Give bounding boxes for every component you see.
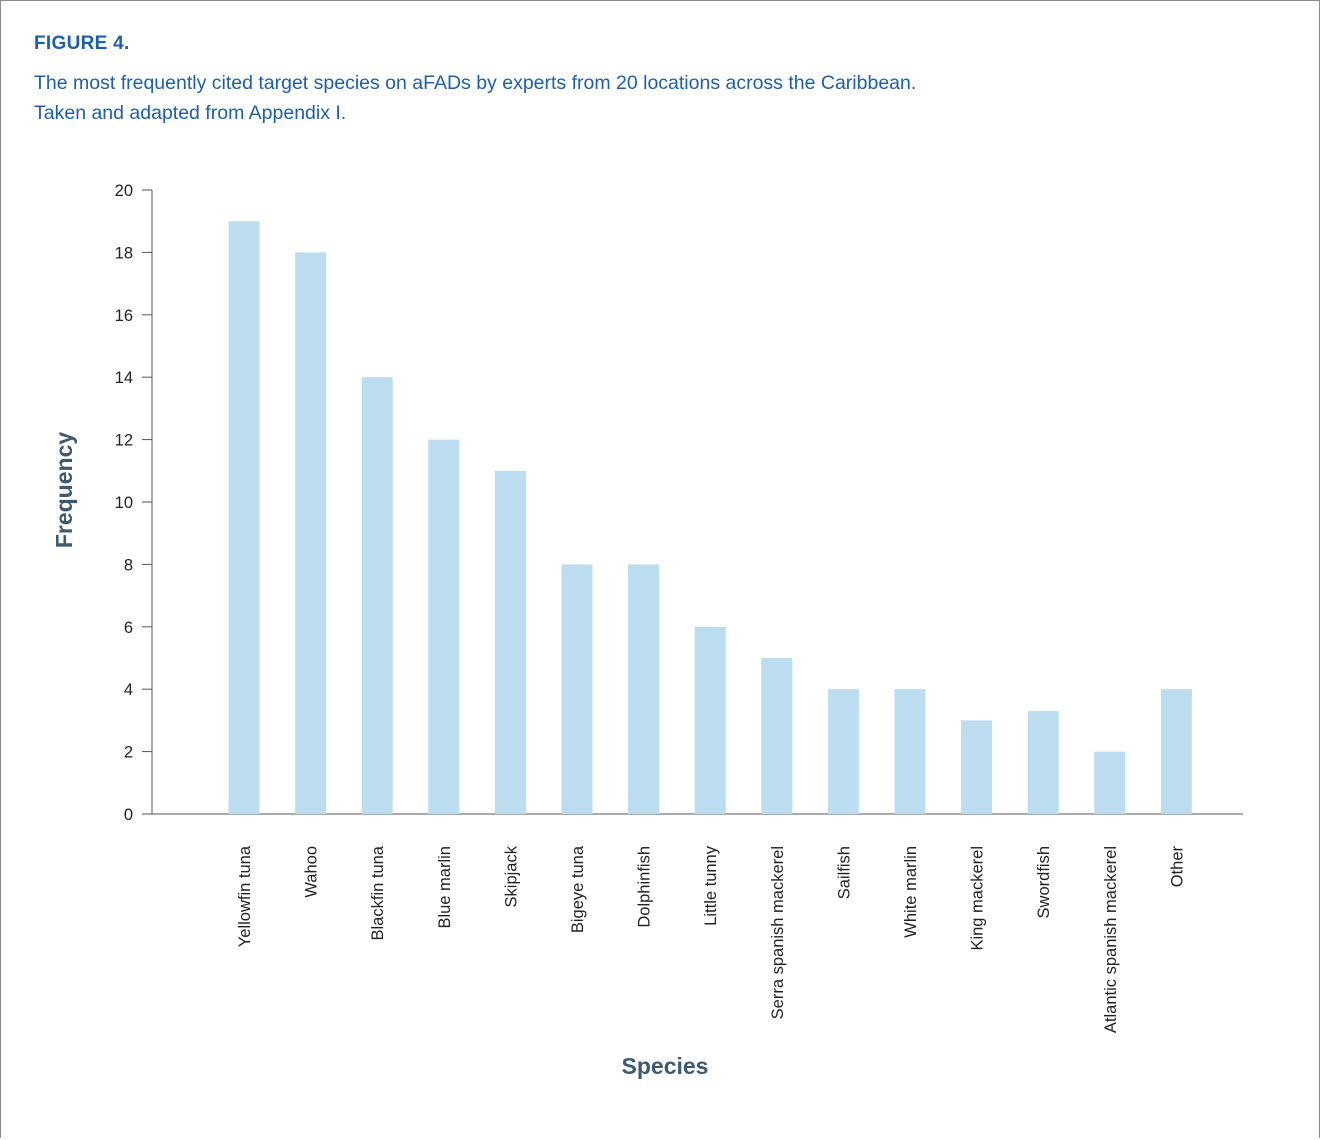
bar [428, 439, 460, 814]
y-tick-label: 14 [115, 369, 133, 387]
x-category-label: Serra spanish mackerel [769, 846, 787, 1019]
bar [628, 564, 660, 814]
bar [961, 720, 993, 814]
x-category-label: Wahoo [303, 846, 321, 898]
y-tick-label: 18 [115, 244, 133, 262]
bar [228, 221, 260, 814]
y-tick-label: 4 [124, 681, 133, 699]
bar [1027, 711, 1059, 814]
bar [694, 626, 726, 814]
y-tick-label: 16 [115, 307, 133, 325]
x-category-label: Dolphinfish [636, 846, 654, 928]
x-category-label: Yellowfin tuna [236, 845, 254, 947]
x-axis-title: Species [622, 1053, 709, 1079]
x-category-label: Little tunny [702, 845, 720, 926]
x-category-label: Other [1168, 846, 1186, 888]
y-tick-label: 20 [115, 182, 133, 200]
figure-caption: The most frequently cited target species… [34, 68, 1234, 128]
y-tick-label: 12 [115, 432, 133, 450]
x-category-label: King mackerel [969, 846, 987, 951]
x-category-label: Bigeye tuna [569, 845, 587, 933]
bar [1094, 751, 1126, 814]
x-category-label: Blackfin tuna [369, 845, 387, 940]
bar [295, 252, 327, 814]
y-tick-label: 0 [124, 806, 133, 824]
bars [228, 221, 1192, 814]
x-category-label: Skipjack [502, 845, 520, 907]
y-tick-label: 8 [124, 556, 133, 574]
caption-line-1: The most frequently cited target species… [34, 72, 917, 94]
y-tick-label: 2 [124, 744, 133, 762]
x-category-label: Sailfish [835, 846, 853, 899]
bar [1160, 689, 1192, 814]
x-category-label: Atlantic spanish mackerel [1102, 846, 1120, 1033]
y-tick-label: 10 [115, 494, 133, 512]
x-category-label: White marlin [902, 846, 920, 938]
bar [894, 689, 926, 814]
x-category-label: Blue marlin [436, 846, 454, 929]
x-category-label: Swordfish [1035, 846, 1053, 918]
y-tick-label: 6 [124, 619, 133, 637]
y-axis: 0 2 4 6 8 10 12 14 16 18 20 [115, 182, 153, 824]
bar [494, 470, 526, 814]
category-labels: Yellowfin tuna Wahoo Blackfin tuna Blue mar… [236, 845, 1186, 1033]
bar [561, 564, 593, 814]
bar [761, 658, 793, 814]
y-axis-title: Frequency [51, 432, 77, 549]
figure-label: FIGURE 4. [34, 33, 130, 54]
bar [361, 377, 393, 814]
caption-line-2: Taken and adapted from Appendix I. [34, 102, 347, 124]
bar [827, 689, 859, 814]
